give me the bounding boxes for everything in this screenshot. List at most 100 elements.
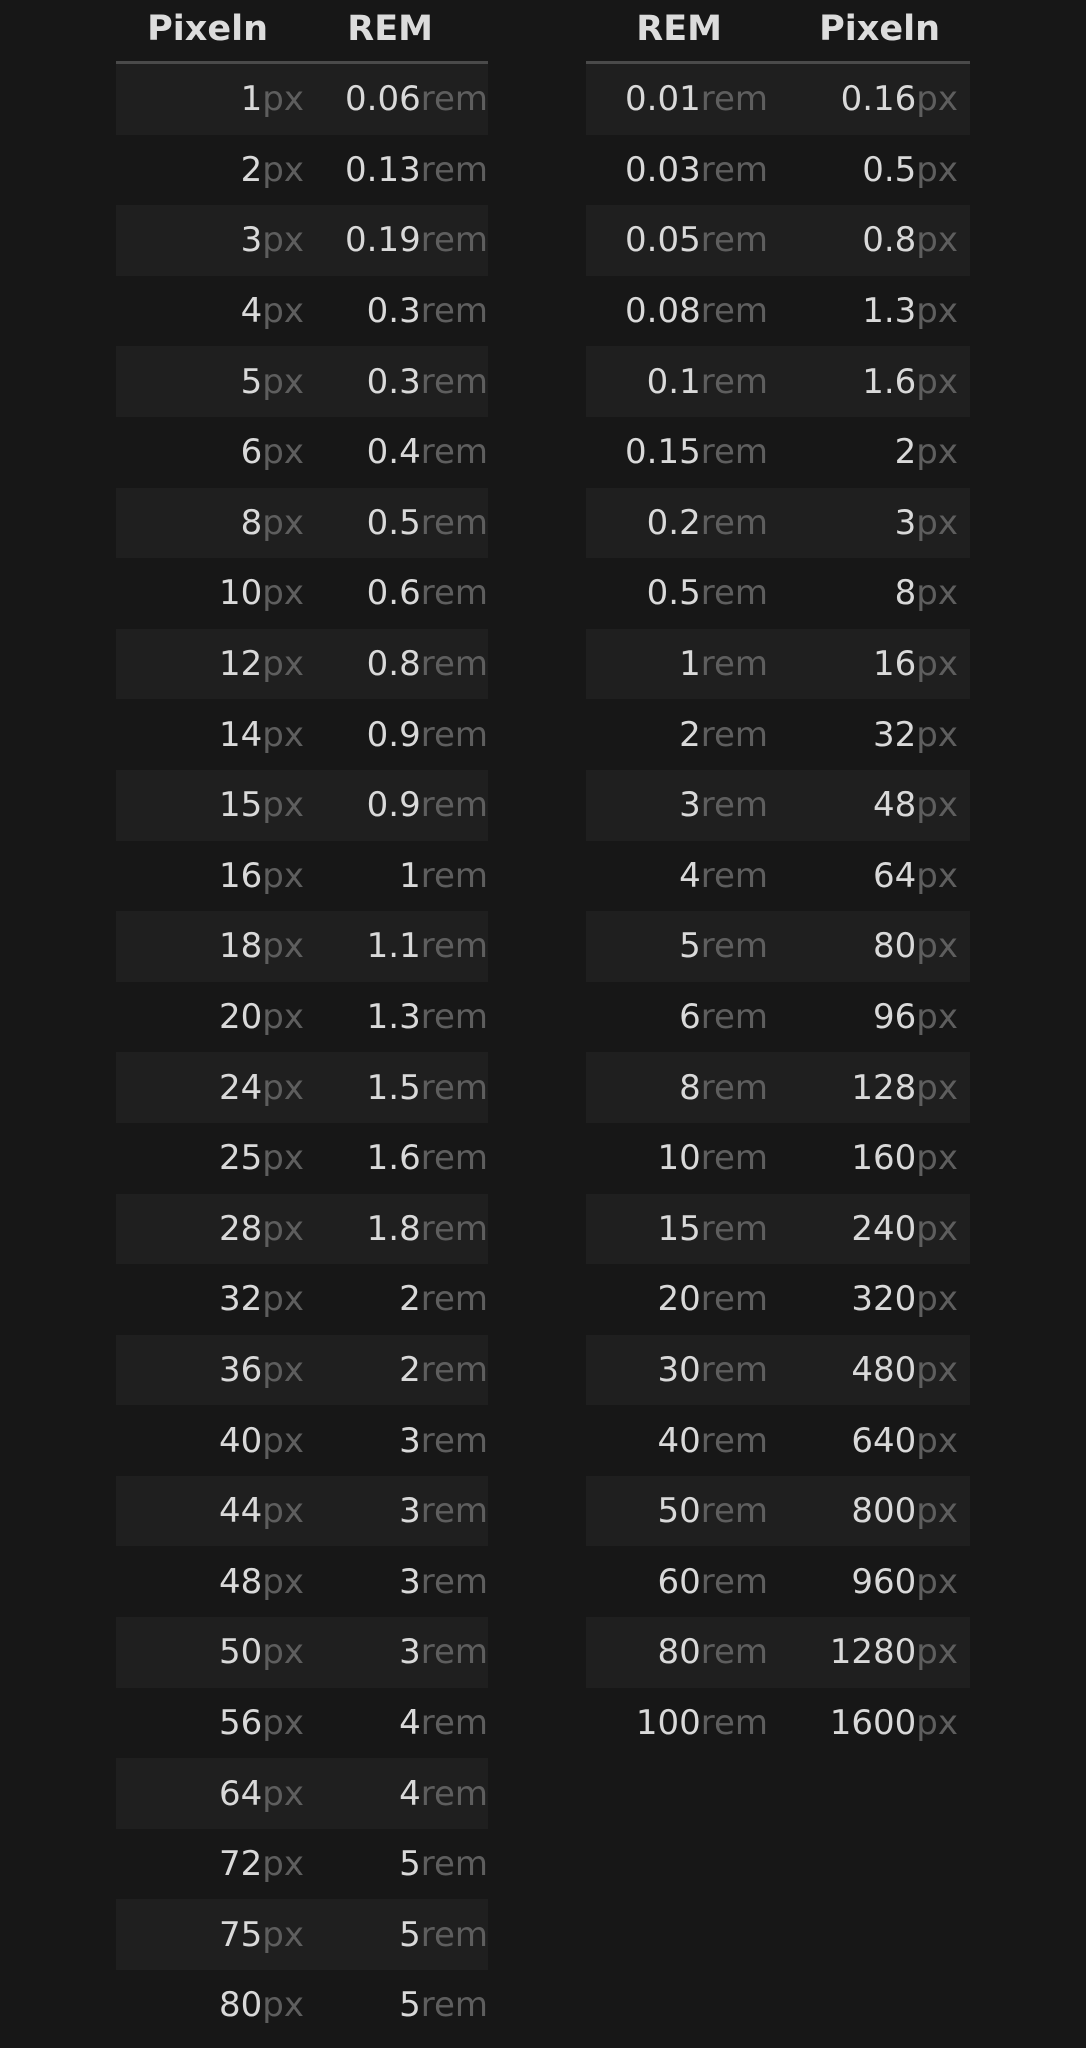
pixel-cell: 1.3px — [768, 291, 958, 331]
table-row: 0.01rem 0.16px — [586, 64, 970, 135]
value-number: 1.3 — [366, 997, 421, 1038]
unit-suffix: rem — [420, 502, 488, 543]
unit-suffix: rem — [420, 644, 488, 685]
pixel-cell: 8px — [768, 573, 958, 613]
unit-suffix: rem — [700, 1138, 768, 1179]
unit-suffix: rem — [700, 644, 768, 685]
unit-suffix: rem — [700, 1632, 768, 1673]
unit-suffix: rem — [700, 220, 768, 261]
rem-cell: 0.9rem — [304, 715, 488, 755]
table-row: 8rem 128px — [586, 1052, 970, 1123]
table-body: 0.01rem 0.16px 0.03rem 0.5px 0.05rem 0.8px 0.0… — [586, 64, 970, 1758]
rem-cell: 3rem — [586, 785, 768, 825]
unit-suffix: px — [262, 502, 304, 543]
value-number: 2 — [894, 432, 917, 473]
table-row: 75px 5rem — [116, 1899, 488, 1971]
value-number: 72 — [219, 1844, 263, 1885]
rem-cell: 1.6rem — [304, 1138, 488, 1178]
value-number: 0.5 — [646, 573, 701, 614]
rem-cell: 0.15rem — [586, 432, 768, 472]
value-number: 3 — [894, 502, 917, 543]
unit-suffix: rem — [700, 1702, 768, 1743]
pixel-cell: 32px — [768, 715, 958, 755]
table-row: 0.03rem 0.5px — [586, 135, 970, 206]
value-number: 80 — [219, 1985, 263, 2026]
table-row: 6rem 96px — [586, 982, 970, 1053]
value-number: 0.03 — [625, 149, 701, 190]
unit-suffix: rem — [420, 1349, 488, 1390]
table-row: 20rem 320px — [586, 1264, 970, 1335]
value-number: 480 — [851, 1349, 917, 1390]
unit-suffix: px — [916, 855, 958, 896]
value-number: 2 — [240, 149, 263, 190]
pixel-cell: 8px — [116, 503, 304, 543]
value-number: 1 — [679, 644, 701, 685]
pixel-cell: 15px — [116, 785, 304, 825]
unit-suffix: rem — [700, 855, 768, 896]
table-header: Pixeln REM — [116, 0, 488, 64]
pixel-cell: 20px — [116, 997, 304, 1037]
pixel-cell: 1.6px — [768, 362, 958, 402]
value-number: 3 — [399, 1491, 421, 1532]
unit-suffix: rem — [420, 1561, 488, 1602]
value-number: 6 — [240, 432, 263, 473]
pixel-cell: 48px — [768, 785, 958, 825]
value-number: 28 — [219, 1208, 263, 1249]
table-row: 18px 1.1rem — [116, 911, 488, 982]
unit-suffix: px — [262, 1702, 304, 1743]
table-row: 10rem 160px — [586, 1123, 970, 1194]
unit-suffix: px — [262, 1279, 304, 1320]
rem-cell: 4rem — [304, 1774, 488, 1814]
unit-suffix: px — [262, 714, 304, 755]
value-number: 0.9 — [366, 785, 421, 826]
value-number: 4 — [399, 1773, 421, 1814]
table-row: 14px 0.9rem — [116, 699, 488, 770]
value-number: 2 — [399, 1349, 421, 1390]
value-number: 20 — [657, 1279, 701, 1320]
unit-suffix: px — [262, 432, 304, 473]
value-number: 4 — [399, 1702, 421, 1743]
value-number: 40 — [219, 1420, 263, 1461]
unit-suffix: px — [262, 1844, 304, 1885]
unit-suffix: px — [262, 361, 304, 402]
value-number: 15 — [219, 785, 263, 826]
value-number: 0.05 — [625, 220, 701, 261]
pixel-cell: 80px — [116, 1985, 304, 2025]
unit-suffix: rem — [700, 502, 768, 543]
unit-suffix: px — [262, 1773, 304, 1814]
pixel-cell: 72px — [116, 1844, 304, 1884]
table-row: 64px 4rem — [116, 1758, 488, 1829]
unit-suffix: rem — [700, 1349, 768, 1390]
value-number: 1280 — [829, 1632, 917, 1673]
table-row: 48px 3rem — [116, 1546, 488, 1617]
table-row: 0.15rem 2px — [586, 417, 970, 488]
value-number: 25 — [219, 1138, 263, 1179]
rem-cell: 0.08rem — [586, 291, 768, 331]
value-number: 5 — [399, 1914, 421, 1955]
rem-cell: 6rem — [586, 997, 768, 1037]
value-number: 36 — [219, 1349, 263, 1390]
value-number: 0.4 — [366, 432, 421, 473]
table-row: 0.2rem 3px — [586, 487, 970, 559]
unit-suffix: px — [262, 220, 304, 261]
unit-suffix: rem — [420, 1914, 488, 1955]
unit-suffix: px — [916, 997, 958, 1038]
table-row: 40px 3rem — [116, 1405, 488, 1476]
unit-suffix: rem — [420, 220, 488, 261]
value-number: 30 — [657, 1349, 701, 1390]
value-number: 3 — [679, 785, 701, 826]
table-row: 100rem 1600px — [586, 1688, 970, 1759]
value-number: 50 — [657, 1491, 701, 1532]
pixel-cell: 3px — [116, 220, 304, 260]
column-header-pixeln: Pixeln — [819, 9, 940, 49]
rem-to-px-table: REM Pixeln 0.01rem 0.16px 0.03rem 0.5px 0.05… — [586, 0, 970, 1758]
rem-cell: 0.05rem — [586, 220, 768, 260]
rem-cell: 0.6rem — [304, 573, 488, 613]
value-number: 128 — [851, 1067, 917, 1108]
value-number: 96 — [873, 997, 917, 1038]
rem-cell: 0.01rem — [586, 79, 768, 119]
value-number: 0.5 — [366, 502, 421, 543]
table-row: 24px 1.5rem — [116, 1052, 488, 1123]
table-row: 50px 3rem — [116, 1617, 488, 1688]
rem-cell: 0.5rem — [586, 573, 768, 613]
